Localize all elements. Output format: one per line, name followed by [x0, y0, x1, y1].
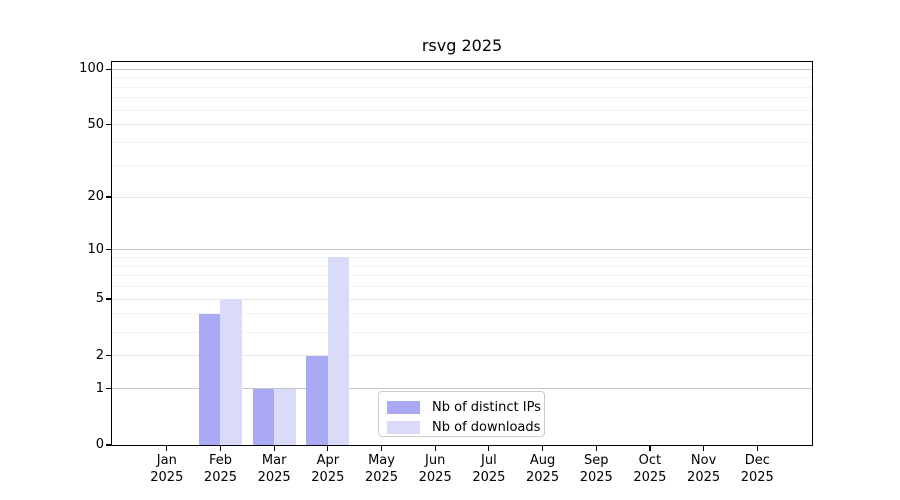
- x-tick-label: Dec 2025: [740, 453, 774, 485]
- gridline-minor: [112, 142, 812, 144]
- y-tick: [106, 354, 112, 357]
- x-tick: [327, 445, 329, 451]
- gridline-minor: [112, 86, 812, 88]
- gridline-minor: [112, 164, 812, 166]
- y-tick-label: 0: [95, 437, 104, 452]
- x-tick: [649, 445, 651, 451]
- gridline-minor: [112, 77, 812, 79]
- x-tick: [488, 445, 490, 451]
- x-tick: [273, 445, 275, 451]
- y-tick-label: 10: [87, 241, 104, 257]
- gridline-major: [112, 388, 812, 390]
- x-tick-label: Feb 2025: [203, 453, 238, 485]
- y-tick-label: 1: [95, 380, 104, 396]
- gridline-minor: [112, 331, 812, 333]
- gridline-minor: [112, 275, 812, 277]
- x-tick-label: May 2025: [364, 453, 399, 485]
- y-tick: [106, 387, 112, 390]
- x-tick: [703, 445, 705, 451]
- x-tick-label: Jun 2025: [418, 453, 452, 485]
- y-tick: [106, 124, 112, 126]
- chart-title: rsvg 2025: [421, 36, 503, 55]
- gridline-minor: [112, 286, 812, 288]
- gridline-minor: [112, 313, 812, 315]
- x-tick: [166, 445, 168, 451]
- x-tick: [380, 445, 383, 451]
- bar: [198, 313, 221, 445]
- legend-entry: Nb of downloads: [387, 417, 544, 437]
- bar: [252, 388, 275, 445]
- gridline-minor: [112, 109, 812, 111]
- x-tick: [595, 445, 597, 451]
- x-tick-label: Aug 2025: [526, 453, 560, 485]
- x-tick-label: Apr 2025: [311, 453, 345, 485]
- gridline-major: [112, 355, 812, 357]
- y-tick: [106, 196, 112, 198]
- x-tick-label: Jul 2025: [472, 453, 506, 485]
- bar: [306, 355, 328, 445]
- y-tick-label: 5: [95, 291, 104, 307]
- gridline-minor: [112, 256, 812, 258]
- y-tick: [106, 444, 112, 446]
- gridline-major: [112, 124, 812, 126]
- legend-swatch: [387, 420, 420, 434]
- gridline-minor: [112, 265, 812, 267]
- y-tick-label: 2: [95, 347, 104, 363]
- x-tick: [219, 445, 222, 451]
- y-tick-label: 50: [87, 116, 104, 132]
- y-tick-label: 20: [87, 189, 104, 205]
- x-tick-label: Jan 2025: [150, 453, 184, 485]
- gridline-major: [112, 196, 812, 198]
- x-tick-label: Sep 2025: [579, 453, 613, 485]
- x-tick: [541, 445, 544, 451]
- legend-swatch: [387, 400, 420, 414]
- bar: [274, 388, 296, 445]
- y-tick: [106, 249, 112, 251]
- legend-entry: Nb of distinct IPs: [387, 397, 544, 417]
- x-tick: [434, 445, 436, 451]
- legend: Nb of distinct IPs Nb of downloads: [378, 391, 545, 437]
- gridline-major: [112, 68, 812, 70]
- y-tick: [106, 298, 112, 300]
- legend-label: Nb of downloads: [432, 419, 541, 435]
- gridline-major: [112, 249, 812, 251]
- gridline-major: [112, 298, 812, 300]
- x-tick-label: Oct 2025: [633, 453, 667, 485]
- legend-label: Nb of distinct IPs: [432, 399, 541, 415]
- bar: [220, 299, 242, 445]
- y-tick-label: 100: [79, 61, 104, 77]
- y-tick: [106, 68, 112, 70]
- x-tick: [756, 445, 758, 451]
- x-tick-label: Mar 2025: [257, 453, 291, 485]
- bar: [327, 257, 350, 445]
- gridline-minor: [112, 97, 812, 99]
- x-tick-label: Nov 2025: [687, 453, 721, 485]
